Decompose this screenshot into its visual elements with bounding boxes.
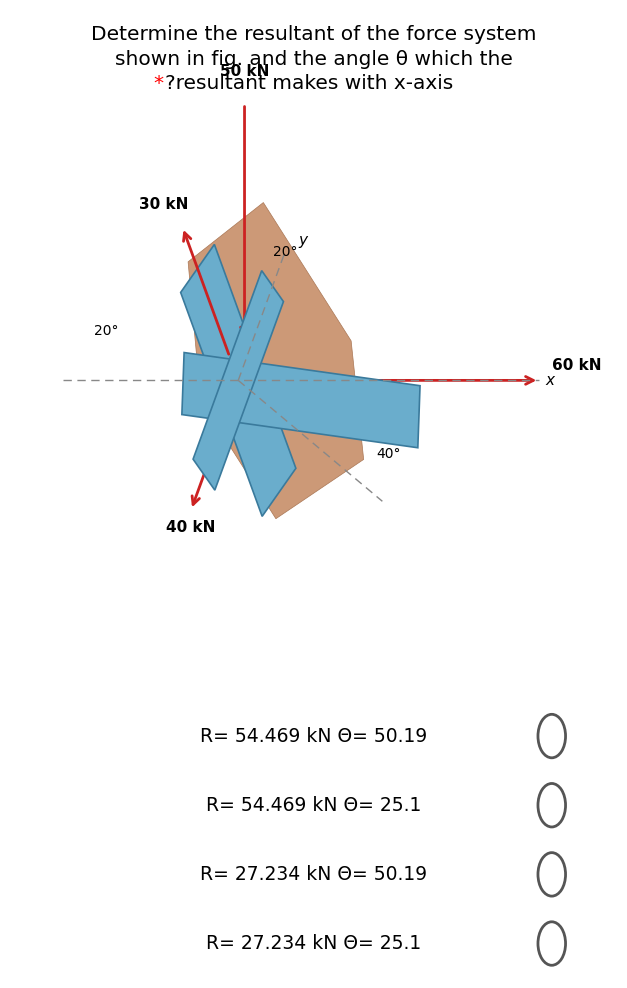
- Text: R= 54.469 kN Θ= 50.19: R= 54.469 kN Θ= 50.19: [200, 726, 427, 746]
- Text: 20°: 20°: [94, 324, 119, 338]
- Text: y: y: [298, 233, 307, 248]
- Text: R= 27.234 kN Θ= 50.19: R= 27.234 kN Θ= 50.19: [200, 864, 427, 884]
- Text: *: *: [154, 74, 170, 94]
- Text: 20°: 20°: [273, 245, 297, 259]
- Text: 30 kN: 30 kN: [139, 198, 189, 212]
- Text: R= 54.469 kN Θ= 25.1: R= 54.469 kN Θ= 25.1: [206, 795, 421, 815]
- Text: 40 kN: 40 kN: [166, 520, 216, 535]
- Text: x: x: [545, 372, 554, 388]
- Text: Determine the resultant of the force system: Determine the resultant of the force sys…: [91, 25, 536, 44]
- Text: 60 kN: 60 kN: [552, 358, 601, 373]
- Text: shown in fig. and the angle θ which the: shown in fig. and the angle θ which the: [115, 49, 512, 69]
- Polygon shape: [181, 244, 296, 517]
- Text: 40°: 40°: [376, 448, 401, 461]
- Polygon shape: [188, 203, 364, 519]
- Text: ?resultant makes with x-axis: ?resultant makes with x-axis: [165, 74, 453, 94]
- Text: 50 kN: 50 kN: [220, 64, 269, 79]
- Polygon shape: [193, 271, 283, 490]
- Polygon shape: [182, 353, 420, 448]
- Text: R= 27.234 kN Θ= 25.1: R= 27.234 kN Θ= 25.1: [206, 934, 421, 953]
